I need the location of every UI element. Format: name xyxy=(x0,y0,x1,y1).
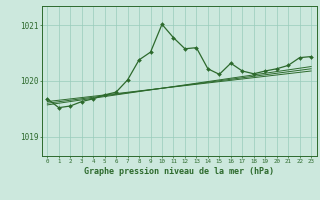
X-axis label: Graphe pression niveau de la mer (hPa): Graphe pression niveau de la mer (hPa) xyxy=(84,167,274,176)
